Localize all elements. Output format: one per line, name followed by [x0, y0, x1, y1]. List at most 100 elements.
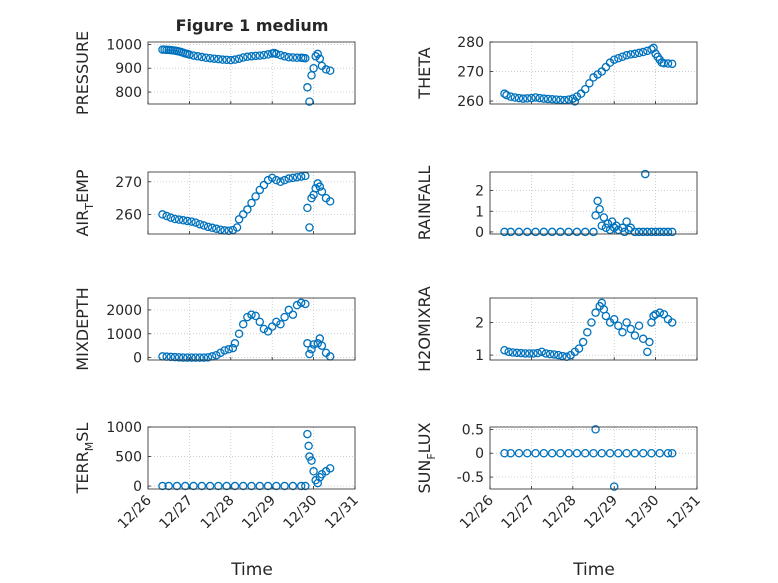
data-point — [276, 50, 285, 60]
data-point — [255, 51, 265, 60]
data-point — [292, 172, 302, 182]
data-point — [647, 448, 656, 458]
data-point — [187, 217, 196, 226]
data-point — [193, 52, 202, 61]
y-axis-label: SUNFLUX — [415, 422, 438, 493]
data-point — [272, 317, 281, 327]
data-point — [554, 350, 563, 360]
data-point — [500, 448, 509, 458]
data-point — [595, 204, 604, 214]
data-point — [263, 481, 273, 491]
data-point — [638, 448, 648, 458]
y-axis-label: THETA — [415, 47, 434, 99]
axes-box — [489, 426, 698, 490]
plot-area — [490, 172, 697, 234]
data-point — [309, 340, 318, 349]
data-point — [309, 63, 318, 73]
data-point — [238, 319, 248, 329]
y-tick-label: 1000 — [106, 420, 142, 436]
data-point — [638, 227, 648, 237]
subplot-air-temp: 260 270 AIRTEMP — [73, 169, 356, 237]
data-point — [292, 53, 302, 62]
data-point — [651, 227, 660, 237]
data-point — [591, 211, 600, 220]
data-point — [267, 173, 277, 183]
y-tick-label: 800 — [115, 85, 142, 101]
data-point — [605, 225, 615, 235]
data-point — [618, 328, 627, 337]
data-point — [280, 175, 289, 185]
data-point — [643, 227, 652, 237]
data-point — [232, 223, 242, 232]
data-point — [556, 448, 565, 458]
data-point — [311, 52, 320, 61]
data-point — [224, 345, 233, 354]
data-point — [301, 299, 310, 309]
data-point — [304, 441, 313, 451]
subplot-rainfall: 0 1 2 RAINFALL — [415, 166, 698, 241]
data-point — [614, 321, 623, 330]
data-point — [189, 51, 198, 60]
data-point — [276, 177, 285, 187]
data-point — [317, 341, 327, 350]
data-point — [307, 456, 316, 465]
data-point — [568, 94, 578, 103]
data-point — [247, 310, 256, 319]
data-point — [589, 227, 598, 237]
data-point — [230, 55, 240, 64]
y-tick-label: 2 — [475, 184, 484, 200]
data-point — [181, 481, 190, 491]
data-point — [622, 51, 631, 60]
y-tick-label: 500 — [115, 450, 142, 466]
y-axis-label: H2OMIXRA — [415, 286, 434, 372]
data-point — [325, 464, 335, 473]
data-point — [259, 180, 269, 190]
data-point — [504, 347, 513, 357]
data-point — [280, 481, 289, 491]
data-point — [510, 93, 520, 102]
data-point — [609, 314, 619, 324]
x-tick-label: 12/27 — [498, 493, 538, 533]
data-point — [247, 481, 256, 491]
data-point — [667, 59, 677, 69]
data-point — [230, 481, 240, 491]
data-point — [272, 481, 281, 491]
data-point — [197, 481, 207, 491]
data-point — [187, 353, 196, 362]
data-point — [500, 345, 509, 355]
data-point — [222, 481, 231, 491]
data-point — [191, 218, 200, 227]
data-point — [638, 47, 648, 57]
x-tick-label: 12/30 — [281, 493, 321, 533]
data-point — [647, 227, 656, 237]
y-tick-label: 260 — [115, 207, 142, 223]
data-point — [645, 337, 654, 347]
data-point — [307, 345, 316, 354]
y-tick-label: 1 — [475, 348, 484, 364]
data-point — [564, 227, 573, 237]
data-point — [529, 349, 538, 358]
data-point — [288, 173, 298, 183]
data-point — [572, 448, 582, 458]
data-point — [535, 93, 544, 103]
data-point — [238, 481, 248, 491]
data-point — [537, 347, 547, 357]
data-point — [585, 79, 594, 88]
data-point — [243, 205, 252, 214]
data-point — [234, 329, 244, 339]
y-tick-label: 2 — [475, 315, 484, 331]
data-point — [276, 319, 285, 329]
x-tick-label: 12/27 — [156, 493, 196, 533]
data-point — [191, 353, 200, 362]
data-point — [649, 43, 658, 53]
data-point — [531, 93, 540, 102]
x-tick-label: 12/31 — [322, 493, 362, 533]
data-point — [230, 339, 240, 348]
x-tick-label: 12/26 — [457, 492, 497, 532]
data-point — [303, 339, 312, 348]
data-point — [531, 227, 540, 237]
data-point — [243, 52, 252, 62]
data-point — [313, 339, 322, 348]
data-point — [216, 348, 225, 358]
